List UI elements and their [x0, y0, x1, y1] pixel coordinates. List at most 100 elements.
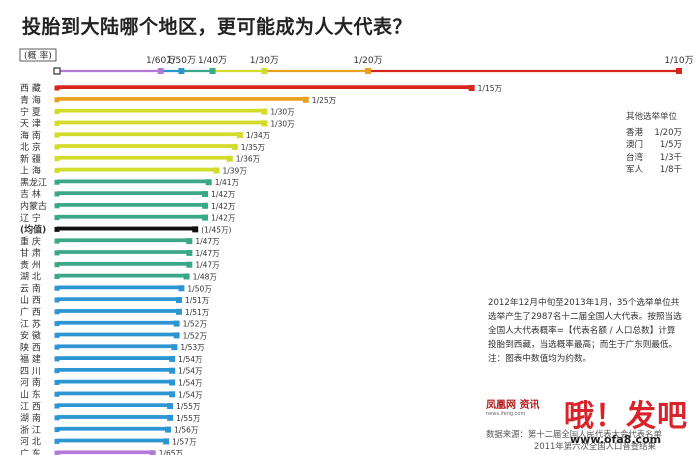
region-label: 甘 肃 [20, 247, 41, 259]
region-label: 新 疆 [20, 153, 41, 165]
region-label: 黑龙江 [20, 176, 47, 188]
value-label: 1/42万 [211, 214, 236, 223]
region-label: 江 苏 [20, 318, 41, 330]
logo-subtext: news.ifeng.com [486, 411, 526, 417]
bar-end-marker [183, 273, 190, 280]
bar-end-marker [261, 120, 268, 127]
axis-tick-label: 1/60万 [146, 56, 175, 66]
region-label: 西 藏 [20, 82, 41, 94]
value-label: 1/36万 [236, 155, 261, 164]
region-label: (均值) [20, 224, 46, 236]
value-label: 1/42万 [211, 202, 236, 211]
value-label: 1/54万 [178, 390, 203, 399]
bar [57, 438, 167, 442]
value-label: 1/52万 [183, 320, 208, 329]
bar [57, 132, 240, 135]
side-legend-value: 1/8千 [659, 164, 682, 175]
bar-end-marker [173, 320, 180, 327]
bar [57, 320, 177, 324]
region-label: 宁 夏 [20, 106, 41, 118]
value-label: 1/42万 [211, 190, 236, 199]
region-label: 江 西 [20, 401, 41, 412]
value-label: 1/34万 [246, 131, 271, 140]
bar [57, 403, 171, 406]
axis-tick-marker [365, 68, 371, 74]
side-legend-name: 香港 [626, 128, 644, 138]
value-label: 1/39万 [222, 166, 247, 175]
bar-end-marker [169, 355, 176, 362]
bar [57, 309, 179, 312]
axis-label-text: (概 率) [24, 50, 52, 62]
bar-end-marker [167, 414, 174, 421]
note-line: 注：图表中数值均为约数。 [488, 354, 592, 364]
bar [57, 226, 196, 229]
value-label: 1/52万 [183, 331, 208, 340]
logo-text: 凤凰网 资讯 [486, 400, 540, 411]
axis-tick-label: 1/40万 [198, 56, 227, 66]
bar-end-marker [178, 285, 185, 292]
region-label: 山 西 [20, 295, 41, 306]
bar-end-marker [169, 379, 176, 386]
axis-tick-label: 1/30万 [250, 56, 279, 66]
region-label: 湖 北 [20, 272, 41, 283]
region-label: 安 徽 [20, 330, 41, 342]
bar-end-marker [231, 143, 238, 150]
axis-tick-label: 1/10万 [664, 56, 693, 66]
region-label: 青 海 [20, 94, 41, 106]
axis-origin-marker [53, 67, 61, 75]
watermark-url: www.ofa8.com [570, 433, 662, 446]
bar-end-marker [171, 344, 178, 351]
ifeng-logo: 凤凰网 资讯 news.ifeng.com [486, 396, 546, 417]
bar-end-marker [202, 191, 209, 198]
value-label: 1/54万 [178, 355, 203, 364]
source-line: 数据来源：第十二届全国人民代表大会代表名单 [486, 429, 662, 439]
bar [57, 120, 265, 124]
bar-end-marker [167, 403, 174, 410]
bar [57, 250, 190, 253]
bar [57, 332, 177, 336]
chart-title: 投胎到大陆哪个地区，更可能成为人大代表？ [22, 16, 413, 38]
bar [57, 144, 235, 147]
region-label: 浙 江 [20, 424, 41, 436]
value-label: 1/55万 [176, 402, 201, 411]
axis-label-box [19, 48, 57, 62]
bar [57, 155, 230, 159]
value-label: 1/51万 [185, 296, 210, 305]
bar-end-marker [192, 226, 199, 233]
region-label: 重 庆 [20, 235, 41, 247]
watermark: 哦！发吧 www.ofa8.com [556, 385, 696, 453]
bar [57, 167, 217, 171]
axis-tick-label: 1/50万 [167, 56, 196, 66]
region-label: 云 南 [20, 282, 41, 294]
bar [57, 191, 206, 194]
region-label: 天 津 [20, 119, 41, 130]
bar-end-marker [202, 202, 209, 209]
region-label: 陕 西 [20, 341, 41, 353]
note-line: 全国人大代表概率=【代表名额 / 人口总数】计算 [488, 326, 676, 336]
bar-end-marker [173, 332, 180, 339]
value-label: 1/57万 [172, 437, 197, 446]
side-legend-name: 台湾 [626, 152, 644, 163]
bar [57, 285, 182, 288]
value-label: 1/15万 [478, 84, 503, 93]
value-label: 1/51万 [185, 308, 210, 317]
bar-end-marker [163, 438, 170, 445]
bar-end-marker [213, 167, 220, 174]
region-label: 海 南 [20, 129, 41, 141]
bar [57, 415, 171, 418]
region-label: 吉 林 [20, 188, 41, 200]
value-label: 1/53万 [180, 343, 205, 352]
side-legend-name: 澳门 [626, 140, 644, 151]
value-label: 1/25万 [312, 96, 337, 105]
side-legend-row: 军人 1/8千 [626, 164, 682, 176]
value-label: 1/54万 [178, 379, 203, 388]
bar-end-marker [205, 179, 212, 186]
value-label: 1/30万 [270, 108, 295, 117]
side-legend-row: 台湾 1/3千 [626, 152, 682, 164]
value-label: 1/30万 [270, 119, 295, 128]
bar [57, 391, 173, 395]
side-legend-name: 军人 [626, 164, 644, 175]
region-label: 四 川 [20, 367, 41, 377]
bar-end-marker [149, 450, 156, 455]
